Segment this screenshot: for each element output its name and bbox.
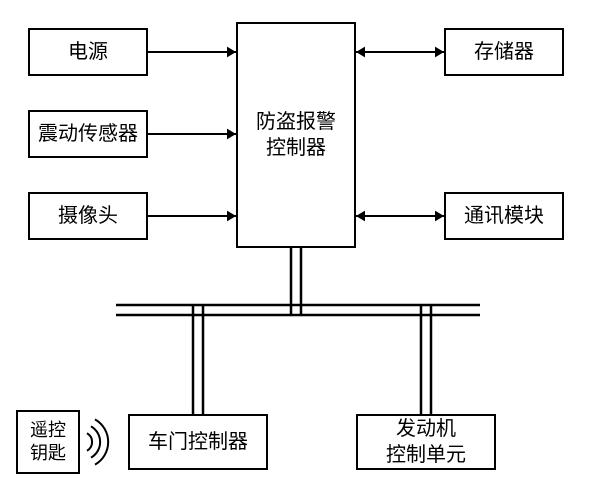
door-controller-box: 车门控制器 xyxy=(128,414,268,470)
comm-module-box: 通讯模块 xyxy=(444,192,564,240)
engine-control-box: 发动机控制单元 xyxy=(356,414,496,470)
power-box: 电源 xyxy=(28,28,148,76)
storage-label: 存储器 xyxy=(474,39,534,65)
controller-label: 防盗报警控制器 xyxy=(256,109,336,161)
camera-box: 摄像头 xyxy=(28,192,148,240)
remote-label: 遥控钥匙 xyxy=(30,419,66,466)
comm-label: 通讯模块 xyxy=(464,203,544,229)
power-label: 电源 xyxy=(68,39,108,65)
vibration-label: 震动传感器 xyxy=(38,121,138,147)
storage-box: 存储器 xyxy=(444,28,564,76)
remote-key-box: 遥控钥匙 xyxy=(16,410,80,474)
door-label: 车门控制器 xyxy=(148,429,248,455)
engine-label: 发动机控制单元 xyxy=(386,416,466,468)
vibration-sensor-box: 震动传感器 xyxy=(28,110,148,158)
camera-label: 摄像头 xyxy=(58,203,118,229)
controller-box: 防盗报警控制器 xyxy=(236,22,356,248)
